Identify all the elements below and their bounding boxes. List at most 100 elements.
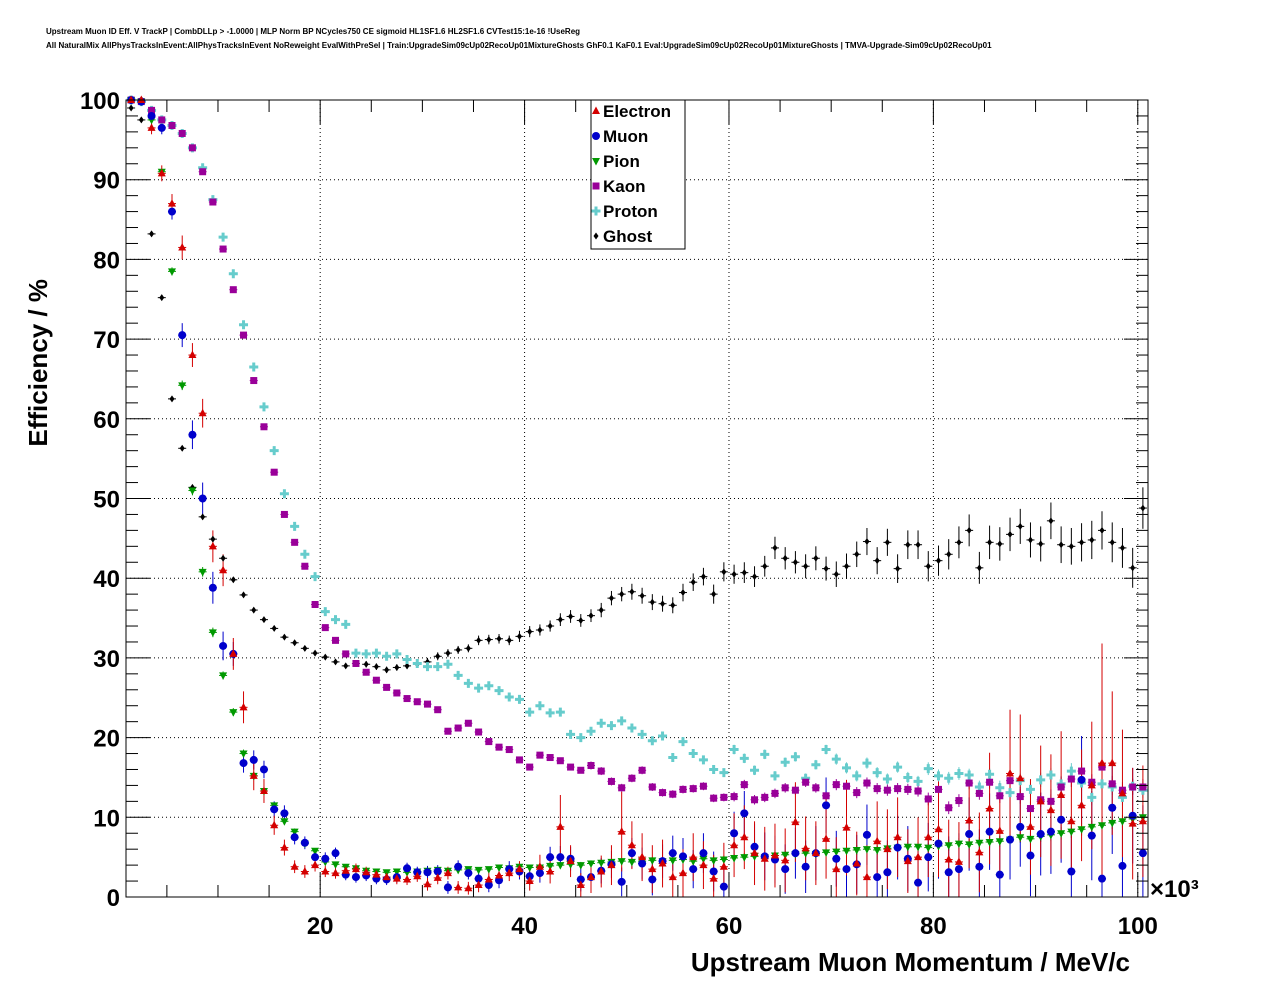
electron-point (587, 872, 596, 881)
kaon-point (1047, 797, 1055, 805)
electron-point (944, 855, 953, 863)
electron-point (341, 866, 350, 874)
kaon-point (648, 783, 656, 791)
electron-point (443, 868, 452, 877)
muon-point (454, 862, 463, 871)
muon-point (1016, 822, 1025, 831)
kaon-point (199, 168, 207, 176)
data-markers (126, 95, 1148, 892)
electron-point (362, 867, 371, 876)
tick-labels: 20 40 60 80 100 0 10 20 30 40 50 60 70 80 90 100 (80, 88, 1158, 940)
kaon-point (751, 796, 759, 804)
electron-point (1036, 796, 1045, 805)
proton-point (862, 758, 872, 768)
muon-point (331, 849, 340, 858)
kaon-point (996, 792, 1004, 800)
pion-point (668, 857, 677, 865)
kaon-point (1067, 775, 1075, 783)
ghost-point (179, 444, 185, 452)
kaon-point (659, 789, 667, 797)
proton-point (555, 707, 565, 717)
pion-point (392, 868, 401, 876)
ghost-point (792, 558, 798, 566)
ghost-point (557, 616, 563, 624)
ghost-point (608, 594, 614, 602)
legend-electron-label: Electron (603, 102, 671, 121)
y-tick-label: 40 (93, 566, 120, 593)
proton-point (300, 549, 310, 559)
y-axis-label: Efficiency / % (23, 279, 53, 447)
electron-point (1138, 816, 1147, 825)
kaon-point (567, 763, 575, 771)
y-tick-label: 30 (93, 646, 120, 673)
kaon-point (669, 790, 677, 798)
kaon-point (802, 778, 810, 786)
kaon-point (413, 698, 421, 706)
muon-point (546, 853, 555, 862)
pion-point (781, 851, 790, 860)
muon-point (934, 839, 943, 848)
proton-point (678, 737, 688, 747)
ghost-point (895, 565, 901, 573)
proton-point (801, 773, 811, 783)
ghost-point (1007, 530, 1013, 538)
y-tick-label: 90 (93, 168, 120, 195)
electron-point (525, 876, 534, 885)
electron-point (1016, 773, 1025, 782)
electron-point (893, 832, 902, 841)
pion-point (1057, 830, 1066, 838)
muon-point (311, 853, 320, 862)
proton-point (729, 745, 739, 755)
ghost-point (833, 570, 839, 578)
pion-point (229, 709, 238, 717)
muon-point (893, 843, 902, 852)
muon-point (147, 111, 156, 120)
proton-point (341, 619, 351, 629)
proton-point (893, 762, 903, 772)
ghost-point (1017, 522, 1023, 530)
electron-point (392, 874, 401, 882)
pion-point (1026, 835, 1035, 844)
x-tick-label: 60 (716, 913, 743, 940)
ghost-point (680, 589, 686, 597)
ghost-point (1140, 504, 1146, 512)
kaon-point (393, 689, 401, 697)
ghost-point (343, 662, 349, 670)
ghost-point (404, 662, 410, 670)
ghost-point (935, 557, 941, 565)
kaon-point (556, 757, 564, 765)
kaon-point (1026, 805, 1034, 813)
y-tick-label: 100 (80, 88, 120, 115)
proton-point (647, 736, 657, 746)
muon-point (1057, 815, 1066, 824)
ghost-point (251, 606, 257, 614)
pion-point (239, 750, 248, 759)
y-tick-label: 50 (93, 487, 120, 514)
electron-point (1087, 780, 1096, 789)
proton-point (279, 489, 289, 499)
electron-point (811, 848, 820, 857)
electron-point (188, 350, 197, 359)
electron-point (1067, 816, 1076, 825)
ghost-point (1038, 540, 1044, 548)
electron-point (208, 541, 217, 550)
muon-point (719, 882, 728, 891)
kaon-point (853, 789, 861, 797)
kaon-point (577, 766, 585, 774)
pion-point (617, 858, 626, 866)
proton-point (627, 723, 637, 733)
ghost-point (619, 590, 625, 598)
proton-point (566, 729, 576, 739)
ghost-point (568, 612, 574, 620)
kaon-point (914, 787, 922, 795)
muon-point (975, 862, 984, 871)
legend-box (590, 99, 686, 250)
x-tick-label: 80 (920, 913, 947, 940)
ghost-point (516, 632, 522, 640)
electron-point (1098, 758, 1107, 767)
muon-point (167, 207, 176, 216)
kaon-point (260, 423, 268, 431)
electron-point (249, 771, 258, 779)
proton-point (290, 521, 300, 531)
pion-point (198, 568, 207, 577)
